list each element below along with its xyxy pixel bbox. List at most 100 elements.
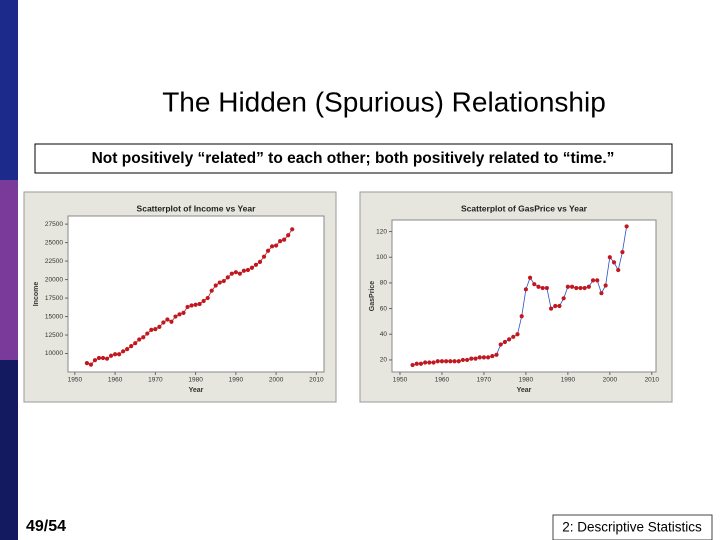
y-tick-label: 80 bbox=[380, 280, 388, 287]
point bbox=[181, 310, 186, 315]
subtitle: Not positively “related” to each other; … bbox=[92, 150, 615, 167]
point bbox=[561, 296, 566, 301]
point bbox=[209, 288, 214, 293]
point bbox=[193, 302, 198, 307]
y-tick-label: 60 bbox=[380, 305, 388, 312]
point bbox=[217, 280, 222, 285]
chart-title: Scatterplot of Income vs Year bbox=[137, 203, 257, 213]
point bbox=[153, 327, 158, 332]
plot-area bbox=[391, 219, 657, 373]
x-axis-label: Year bbox=[189, 387, 204, 394]
point bbox=[108, 353, 114, 358]
point bbox=[532, 282, 537, 287]
point bbox=[456, 359, 461, 364]
point bbox=[84, 361, 90, 366]
point bbox=[427, 360, 432, 365]
point bbox=[582, 285, 587, 291]
point bbox=[595, 278, 600, 283]
point bbox=[278, 239, 283, 244]
point bbox=[269, 244, 275, 249]
point bbox=[527, 275, 533, 280]
point bbox=[414, 361, 419, 366]
point bbox=[599, 291, 604, 296]
point bbox=[616, 267, 621, 273]
point bbox=[261, 254, 267, 259]
y-tick-label: 17500 bbox=[45, 295, 63, 302]
point bbox=[498, 342, 503, 347]
point bbox=[490, 353, 495, 359]
x-tick-label: 1980 bbox=[188, 377, 203, 384]
point bbox=[519, 314, 524, 319]
point bbox=[603, 283, 608, 288]
point bbox=[282, 237, 287, 242]
y-tick-label: 15000 bbox=[45, 313, 63, 320]
point bbox=[578, 285, 583, 291]
point bbox=[274, 243, 279, 248]
point bbox=[624, 224, 629, 229]
point bbox=[569, 284, 575, 289]
point bbox=[469, 356, 474, 361]
y-axis-label: GasPrice bbox=[369, 281, 376, 311]
point bbox=[586, 284, 591, 289]
point bbox=[444, 359, 449, 364]
point bbox=[96, 355, 102, 361]
y-tick-label: 12500 bbox=[45, 332, 63, 339]
point bbox=[205, 295, 210, 301]
footer: 2: Descriptive Statistics bbox=[562, 520, 702, 535]
point bbox=[112, 352, 118, 357]
side-bar bbox=[0, 180, 18, 360]
subtitle-box bbox=[34, 143, 673, 174]
point bbox=[121, 349, 126, 354]
point bbox=[418, 361, 424, 366]
point bbox=[515, 332, 520, 337]
point bbox=[536, 284, 541, 289]
point bbox=[590, 278, 596, 283]
point bbox=[245, 267, 251, 273]
point bbox=[477, 355, 482, 360]
x-tick-label: 2010 bbox=[645, 377, 660, 384]
point bbox=[117, 352, 122, 357]
side-bar bbox=[0, 360, 18, 540]
point bbox=[253, 262, 259, 267]
connect-line bbox=[86, 229, 293, 366]
y-tick-label: 27500 bbox=[45, 221, 63, 228]
point bbox=[249, 265, 255, 270]
y-tick-label: 100 bbox=[376, 254, 387, 261]
point bbox=[544, 285, 549, 291]
point bbox=[465, 357, 470, 363]
x-tick-label: 1990 bbox=[229, 377, 244, 384]
x-tick-label: 1970 bbox=[477, 377, 492, 384]
point bbox=[141, 335, 146, 340]
point bbox=[88, 362, 94, 367]
point bbox=[173, 314, 178, 319]
point bbox=[233, 270, 238, 275]
point bbox=[553, 303, 558, 309]
point bbox=[201, 298, 206, 304]
y-tick-label: 22500 bbox=[45, 258, 63, 265]
y-tick-label: 20 bbox=[380, 357, 388, 364]
point bbox=[431, 360, 436, 365]
side-bar bbox=[0, 0, 18, 180]
point bbox=[125, 346, 130, 352]
point bbox=[486, 355, 491, 360]
y-tick-label: 25000 bbox=[45, 239, 63, 246]
point bbox=[169, 319, 174, 324]
point bbox=[460, 357, 466, 363]
x-tick-label: 2010 bbox=[309, 377, 324, 384]
point bbox=[435, 359, 440, 364]
point bbox=[157, 324, 162, 330]
x-tick-label: 1970 bbox=[148, 377, 163, 384]
point bbox=[286, 233, 291, 238]
point bbox=[494, 352, 499, 357]
point bbox=[523, 287, 528, 292]
y-tick-label: 10000 bbox=[45, 350, 63, 357]
point bbox=[213, 283, 218, 288]
point bbox=[452, 359, 457, 364]
point bbox=[149, 327, 154, 332]
x-axis-label: Year bbox=[517, 387, 532, 394]
point bbox=[241, 268, 246, 273]
point bbox=[410, 362, 415, 368]
x-tick-label: 1980 bbox=[519, 377, 534, 384]
